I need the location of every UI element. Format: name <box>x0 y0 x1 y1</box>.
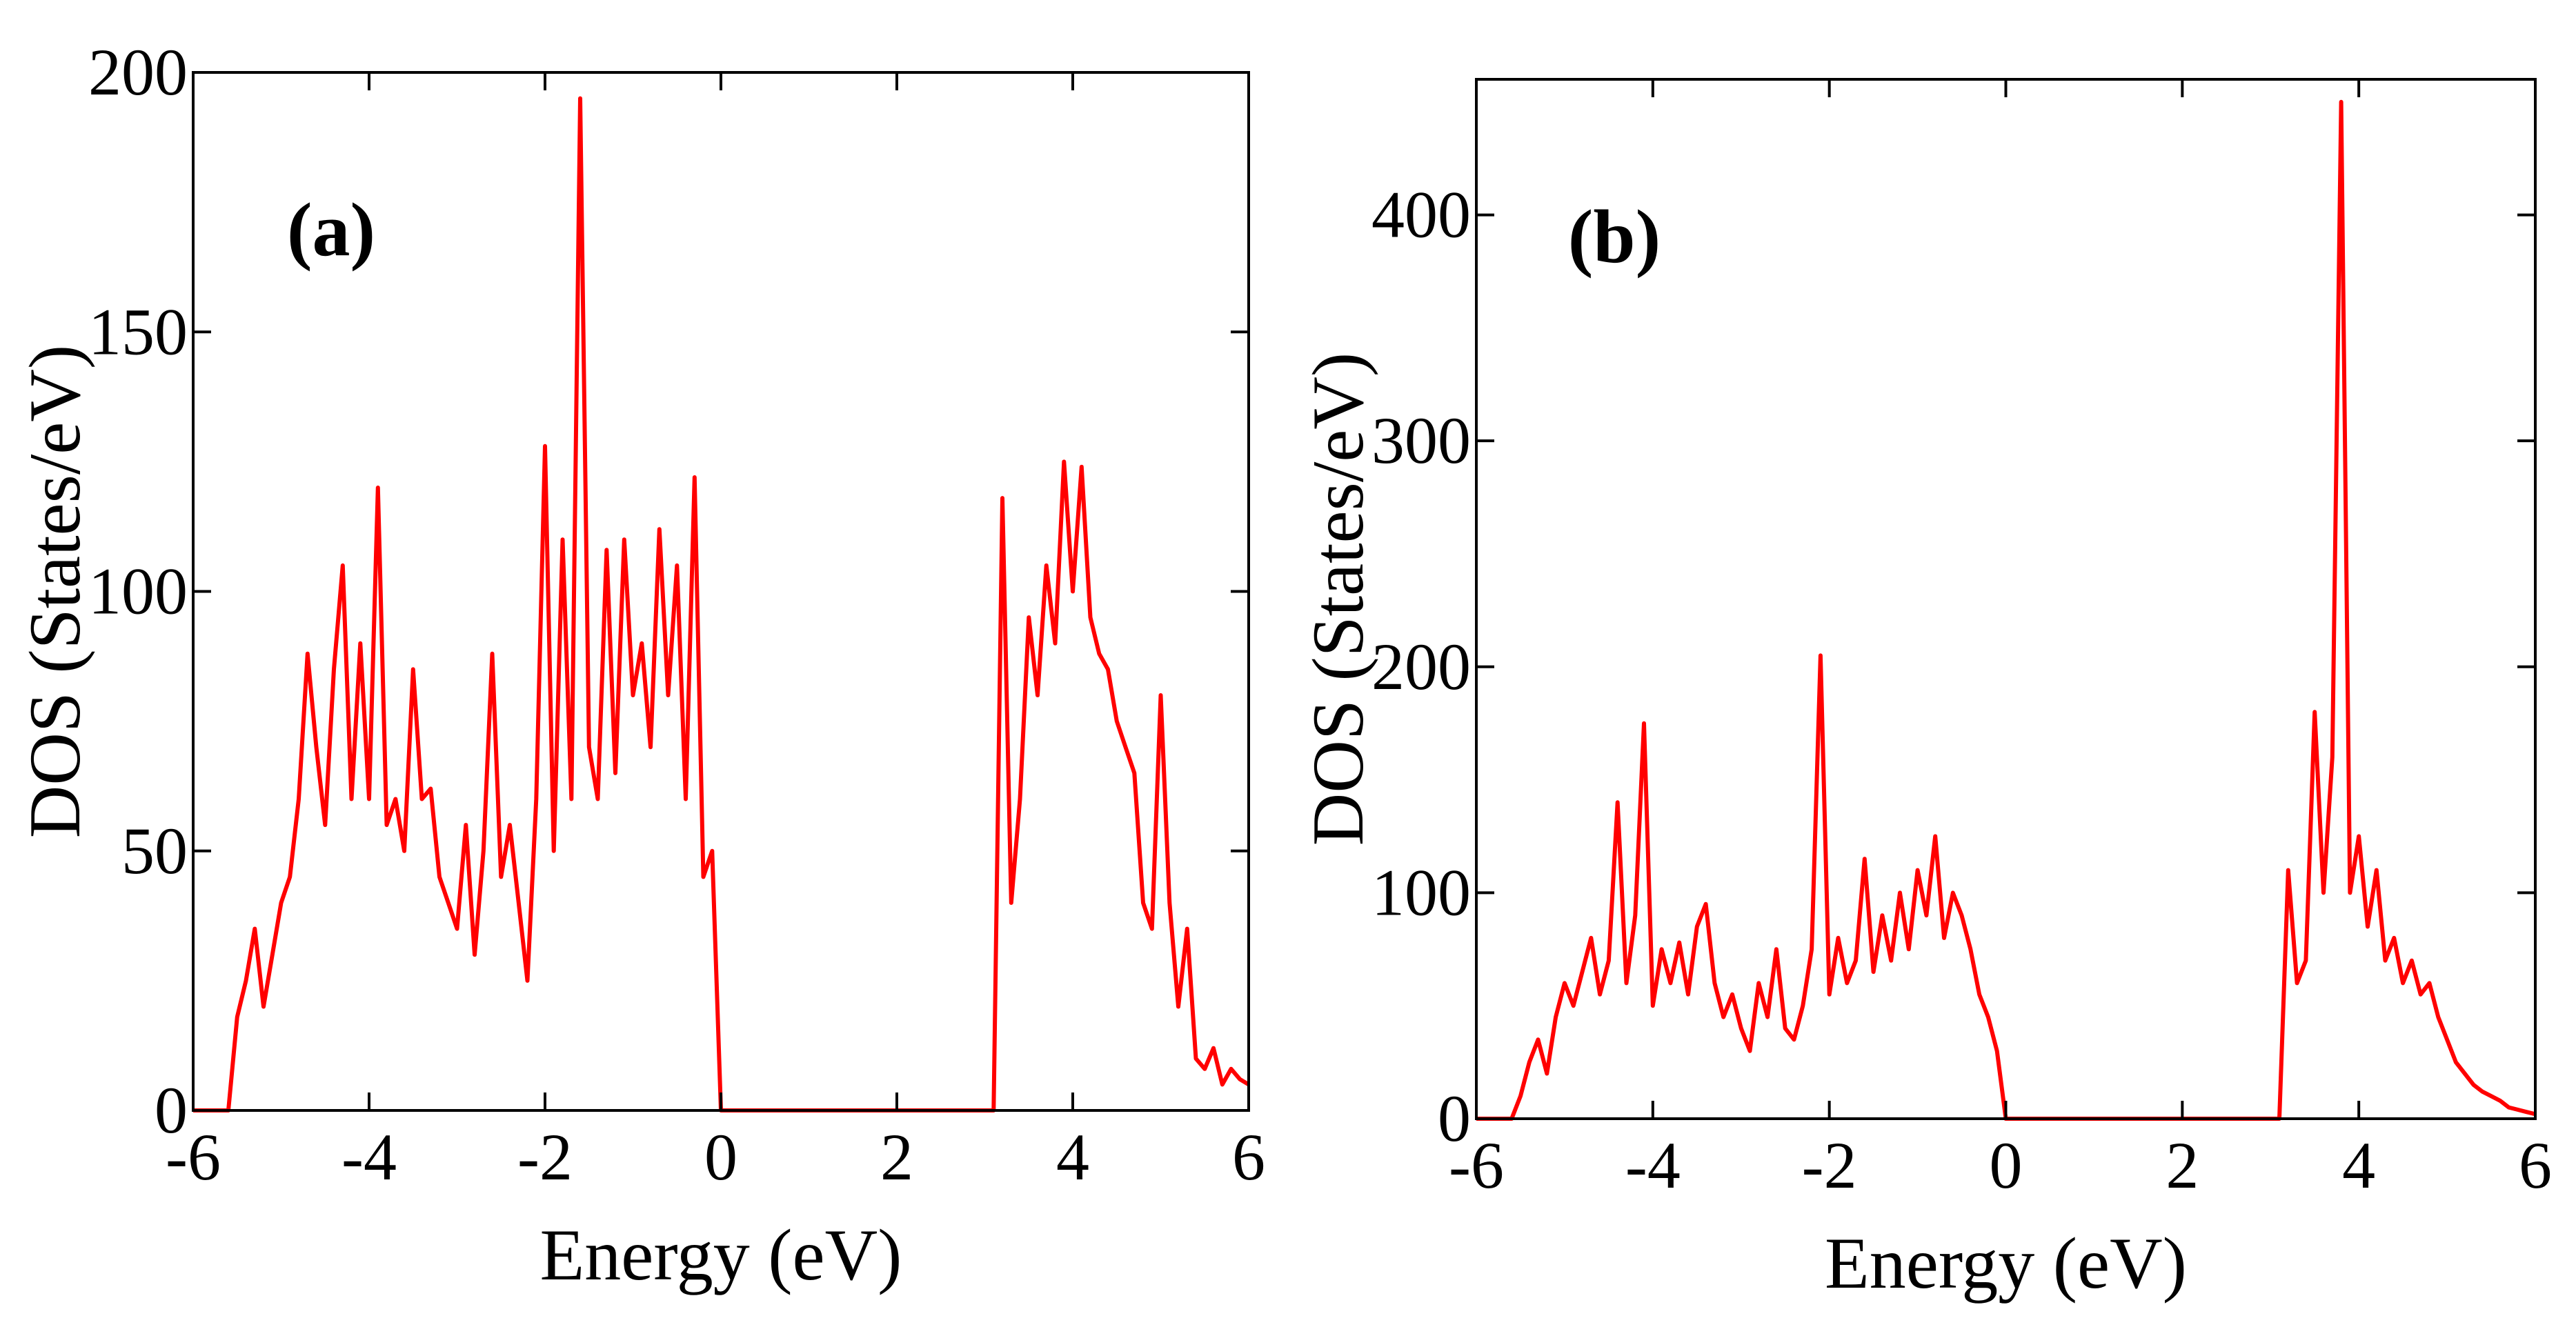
x-tick-label: -4 <box>341 1120 397 1194</box>
y-tick-label: 200 <box>1371 630 1471 704</box>
y-axis-label: DOS (States/eV) <box>14 345 95 838</box>
y-tick-label: 400 <box>1371 178 1471 252</box>
x-tick-label: -6 <box>1449 1128 1504 1202</box>
x-tick-label: 2 <box>2166 1128 2199 1202</box>
y-tick-label: 100 <box>88 555 188 628</box>
panel-label: (a) <box>287 188 375 272</box>
x-axis-label: Energy (eV) <box>1825 1223 2187 1304</box>
y-tick-label: 200 <box>88 35 188 109</box>
y-tick-label: 150 <box>88 295 188 368</box>
x-tick-label: -2 <box>1802 1128 1857 1202</box>
x-tick-label: 6 <box>2519 1128 2552 1202</box>
x-tick-label: 0 <box>1990 1128 2023 1202</box>
x-tick-label: 0 <box>704 1120 737 1194</box>
y-axis-label: DOS (States/eV) <box>1298 352 1378 846</box>
x-tick-label: -4 <box>1625 1128 1681 1202</box>
x-tick-label: 4 <box>2342 1128 2375 1202</box>
y-tick-label: 0 <box>155 1073 188 1147</box>
y-tick-label: 0 <box>1438 1081 1471 1155</box>
x-tick-label: 2 <box>880 1120 913 1194</box>
x-axis-label: Energy (eV) <box>540 1215 902 1295</box>
x-tick-label: 4 <box>1056 1120 1089 1194</box>
x-tick-label: 6 <box>1232 1120 1265 1194</box>
panel-label: (b) <box>1568 194 1661 279</box>
y-tick-label: 50 <box>121 814 188 888</box>
x-tick-label: -6 <box>166 1120 221 1194</box>
y-tick-label: 100 <box>1371 855 1471 929</box>
x-tick-label: -2 <box>517 1120 573 1194</box>
y-tick-label: 300 <box>1371 403 1471 477</box>
